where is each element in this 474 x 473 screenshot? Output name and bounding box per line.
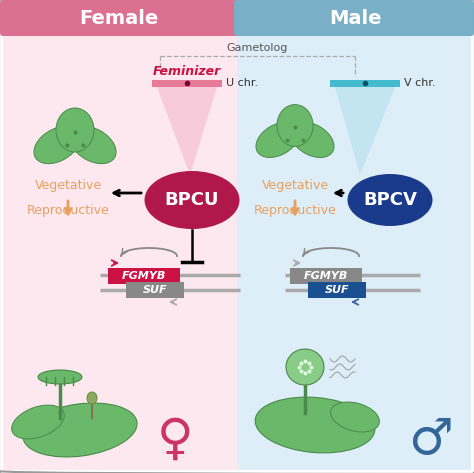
Bar (3, 20, 237, 35)
Ellipse shape (38, 370, 82, 384)
Text: ♂: ♂ (408, 416, 453, 464)
Text: Gametolog: Gametolog (227, 43, 288, 53)
Text: U chr.: U chr. (226, 79, 258, 88)
Bar (237, 20, 471, 35)
Ellipse shape (255, 397, 375, 453)
Bar (126, 282, 184, 298)
Text: BPCU: BPCU (165, 191, 219, 209)
Ellipse shape (56, 108, 94, 152)
Ellipse shape (277, 105, 313, 147)
Text: Male: Male (329, 9, 382, 28)
Text: V chr.: V chr. (404, 79, 436, 88)
Text: FGMYB: FGMYB (304, 271, 348, 281)
Ellipse shape (290, 122, 334, 158)
FancyBboxPatch shape (237, 3, 471, 33)
Bar (108, 268, 180, 284)
Ellipse shape (347, 174, 432, 226)
Bar (237, 3, 471, 470)
Ellipse shape (145, 171, 239, 229)
Ellipse shape (87, 392, 97, 404)
Ellipse shape (330, 402, 379, 432)
Ellipse shape (256, 122, 300, 158)
Text: SUF: SUF (143, 285, 167, 295)
Bar (152, 80, 222, 87)
Text: SUF: SUF (325, 285, 349, 295)
Text: Vegetative: Vegetative (35, 178, 101, 192)
Text: BPCV: BPCV (363, 191, 417, 209)
Bar (290, 268, 362, 284)
Bar (330, 80, 400, 87)
Ellipse shape (70, 126, 116, 164)
Text: Reproductive: Reproductive (254, 203, 337, 217)
Ellipse shape (23, 403, 137, 457)
Text: Vegetative: Vegetative (262, 178, 328, 192)
Text: Feminizer: Feminizer (153, 65, 221, 78)
FancyBboxPatch shape (234, 0, 474, 36)
FancyBboxPatch shape (0, 0, 240, 36)
Ellipse shape (286, 349, 324, 385)
Polygon shape (335, 87, 395, 175)
Ellipse shape (34, 126, 80, 164)
Polygon shape (157, 87, 217, 175)
Ellipse shape (12, 405, 64, 439)
Text: Female: Female (79, 9, 158, 28)
Bar (3, 3, 237, 470)
Text: ♀: ♀ (157, 416, 193, 464)
FancyBboxPatch shape (3, 3, 237, 33)
Text: Reproductive: Reproductive (27, 203, 109, 217)
Text: FGMYB: FGMYB (122, 271, 166, 281)
Bar (308, 282, 366, 298)
